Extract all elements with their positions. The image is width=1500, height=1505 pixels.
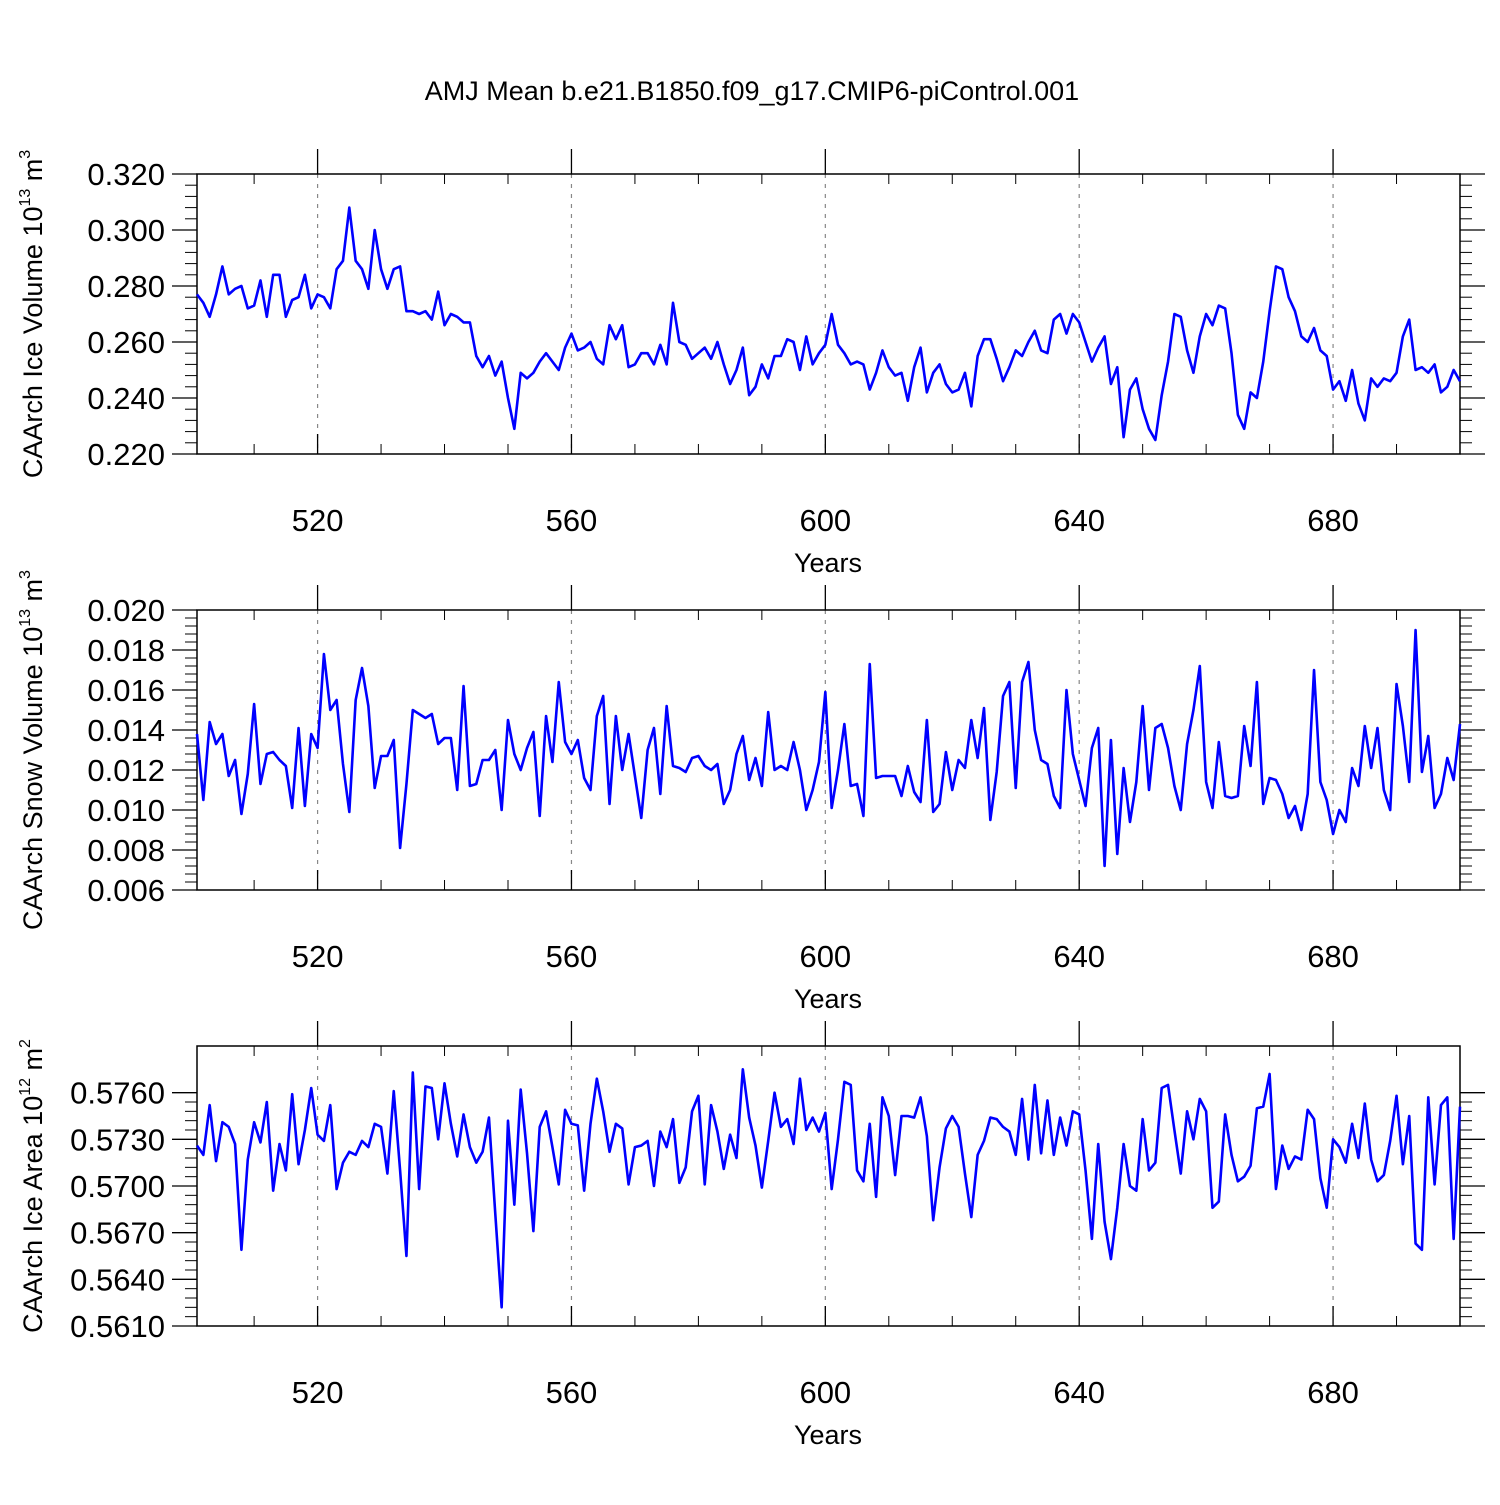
y-tick-label: 0.5700	[70, 1169, 165, 1204]
y-tick-label: 0.240	[87, 381, 165, 416]
y-axis-title-unit: m	[18, 159, 48, 189]
y-tick-label: 0.5670	[70, 1216, 165, 1251]
x-tick-label: 680	[1307, 1375, 1359, 1410]
y-tick-label: 0.006	[87, 873, 165, 908]
x-axis-title: Years	[794, 984, 862, 1014]
y-axis-title-unit-exponent: 2	[17, 1039, 34, 1048]
x-tick-label: 640	[1053, 503, 1105, 538]
y-tick-label: 0.020	[87, 593, 165, 628]
x-tick-label: 520	[292, 939, 344, 974]
chart-panels: 0.220 0.240 0.260 0.280 0.300 0.320 520 560 600 6…	[17, 149, 1485, 1450]
y-axis-title-unit: m	[18, 579, 48, 609]
y-axis-title: CAArch Ice Area 1012 m2	[17, 1039, 48, 1333]
x-axis-title: Years	[794, 1420, 862, 1450]
y-tick-label: 0.008	[87, 833, 165, 868]
y-tick-label: 0.220	[87, 437, 165, 472]
y-tick-label: 0.280	[87, 269, 165, 304]
ice-area-series-line	[195, 1068, 1462, 1309]
x-tick-label: 560	[546, 1375, 598, 1410]
y-axis-title-text: CAArch Snow Volume 10	[18, 627, 48, 930]
y-tick-label: 0.5640	[70, 1262, 165, 1297]
y-tick-label: 0.018	[87, 633, 165, 668]
y-axis-title-unit-exponent: 3	[17, 570, 34, 579]
y-axis-title: CAArch Ice Volume 1013 m3	[17, 150, 48, 478]
y-axis-title-exponent: 13	[17, 609, 34, 627]
x-tick-label: 600	[799, 503, 851, 538]
plot-frame	[196, 173, 1461, 455]
y-tick-label: 0.5730	[70, 1122, 165, 1157]
x-tick-label: 560	[546, 939, 598, 974]
y-axis-title-unit-exponent: 3	[17, 150, 34, 159]
x-tick-label: 680	[1307, 939, 1359, 974]
ice-area-panel: 0.5610 0.5640 0.5670 0.5700 0.5730 0.5760 520 5…	[17, 1021, 1485, 1450]
x-tick-label: 520	[292, 503, 344, 538]
x-tick-label: 560	[546, 503, 598, 538]
x-tick-label: 600	[799, 1375, 851, 1410]
x-tick-label: 520	[292, 1375, 344, 1410]
x-tick-label: 640	[1053, 1375, 1105, 1410]
y-tick-label: 0.010	[87, 793, 165, 828]
y-tick-label: 0.5760	[70, 1076, 165, 1111]
y-tick-label: 0.016	[87, 673, 165, 708]
snow-volume-series-line	[195, 628, 1462, 868]
y-axis-title-unit: m	[18, 1048, 48, 1078]
plot-frame	[196, 1045, 1461, 1327]
y-axis-title-exponent: 13	[17, 189, 34, 207]
y-tick-label: 0.260	[87, 325, 165, 360]
snow-volume-panel: 0.006 0.008 0.010 0.012 0.014 0.016 0.018 0.020…	[17, 570, 1485, 1014]
x-tick-label: 600	[799, 939, 851, 974]
chart-title: AMJ Mean b.e21.B1850.f09_g17.CMIP6-piCon…	[425, 76, 1079, 106]
y-axis-title-exponent: 12	[17, 1078, 34, 1096]
ice-volume-panel: 0.220 0.240 0.260 0.280 0.300 0.320 520 560 600 6…	[17, 149, 1485, 578]
ice-volume-series-line	[195, 206, 1462, 442]
y-tick-label: 0.320	[87, 157, 165, 192]
y-tick-label: 0.014	[87, 713, 165, 748]
y-tick-label: 0.012	[87, 753, 165, 788]
y-axis-title-text: CAArch Ice Area 10	[18, 1096, 48, 1333]
x-tick-label: 640	[1053, 939, 1105, 974]
plot-frame	[196, 609, 1461, 891]
x-tick-label: 680	[1307, 503, 1359, 538]
y-tick-label: 0.5610	[70, 1309, 165, 1344]
y-axis-title-text: CAArch Ice Volume 10	[18, 207, 48, 479]
y-tick-label: 0.300	[87, 213, 165, 248]
y-axis-title: CAArch Snow Volume 1013 m3	[17, 570, 48, 930]
x-axis-title: Years	[794, 548, 862, 578]
